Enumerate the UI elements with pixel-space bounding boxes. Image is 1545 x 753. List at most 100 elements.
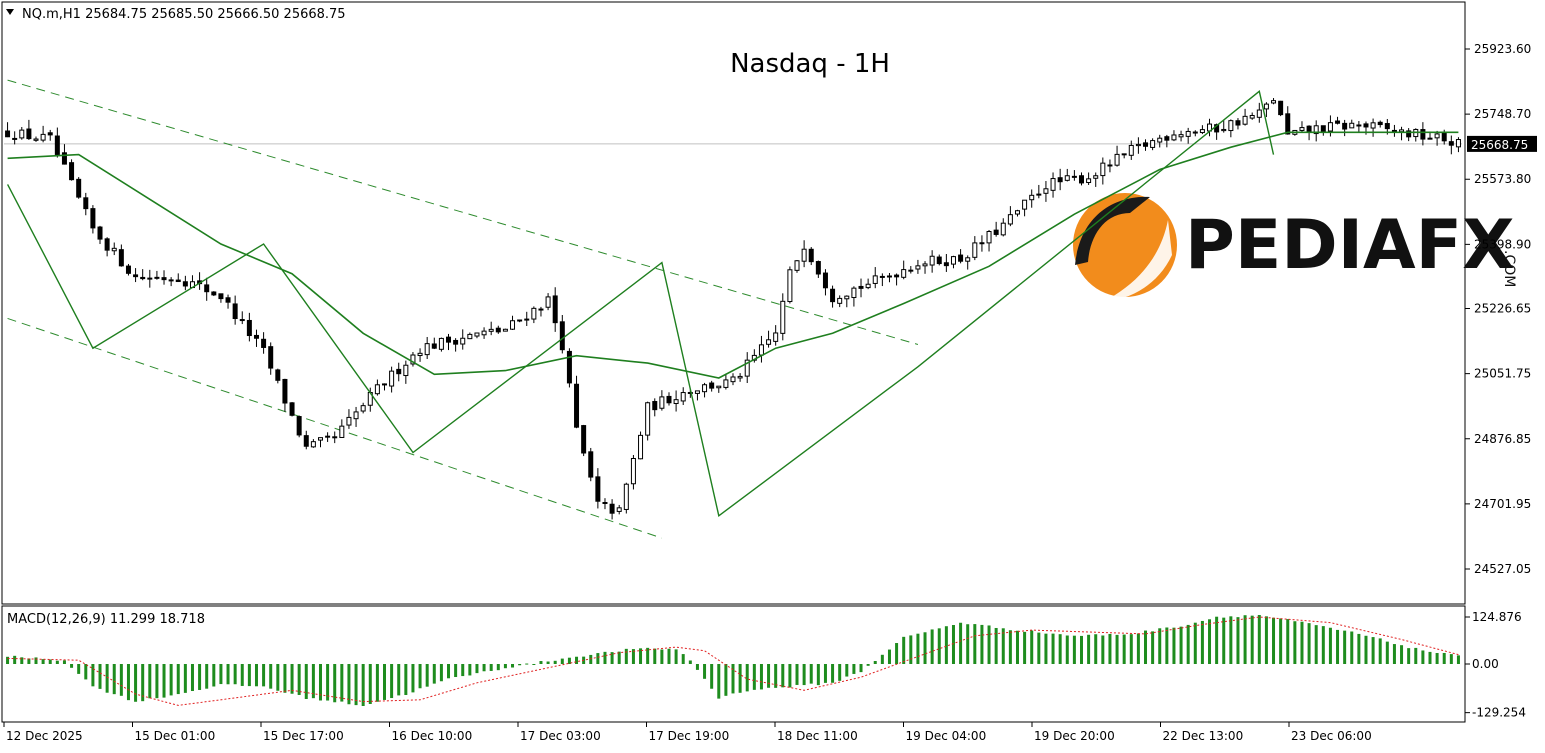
candle [33,136,39,142]
candle [552,287,558,332]
candle [211,291,217,297]
triangle-down-icon[interactable] [6,9,14,15]
candle-body [261,338,267,348]
candle-body [1199,129,1205,134]
candle-body [133,274,139,278]
candle [83,192,89,216]
candle [246,312,252,342]
candle-body [182,281,188,287]
candle [125,263,131,276]
candle [12,131,18,145]
macd-bar [1328,627,1332,664]
macd-bar [1243,615,1247,664]
macd-bar [1392,644,1396,664]
candle [1078,172,1084,186]
candle-body [83,197,89,210]
candle [1093,172,1099,187]
macd-bar [41,659,45,664]
candle-body [758,344,764,356]
candle [303,430,309,450]
candle [147,269,153,288]
macd-bar [404,664,408,695]
macd-bar [966,624,970,664]
macd-bar [1357,633,1361,664]
candle-body [246,319,252,337]
candle-body [1014,210,1020,215]
candle [1114,145,1120,167]
candle-body [872,275,878,284]
candle [346,409,352,429]
candle [936,254,942,266]
candle-body [1327,122,1333,132]
candle [652,398,658,417]
macd-bar [617,651,621,664]
candle [830,285,836,308]
candle [851,286,857,307]
macd-bar [589,654,593,664]
candle [446,333,452,351]
macd-bar [959,622,963,664]
candle-body [389,370,395,387]
candle-body [737,375,743,379]
macd-label: MACD(12,26,9) 11.299 18.718 [7,612,205,627]
candle-body [495,327,501,333]
macd-bar [518,664,522,666]
candle [332,431,338,444]
candle [374,379,380,396]
time-tick-label: 22 Dec 13:00 [1163,729,1244,743]
candle-body [339,425,345,438]
macd-bar [1087,634,1091,664]
macd-bar [1407,648,1411,664]
macd-bar [866,664,870,666]
candle [616,504,622,515]
candle-body [353,411,359,420]
candle [218,293,224,303]
time-tick-label: 15 Dec 01:00 [135,729,216,743]
candle-body [1384,123,1390,130]
macd-bar [162,664,166,698]
candle-body [794,260,800,271]
candle-body [659,396,665,409]
candle-body [1007,214,1013,225]
time-tick-label: 17 Dec 19:00 [649,729,730,743]
macd-bar [674,649,678,664]
candle [915,259,921,274]
candle [780,293,786,341]
candle [325,432,331,442]
candle [261,332,267,354]
candle-body [1100,162,1106,177]
candle-body [1036,193,1042,196]
macd-bar [247,664,251,687]
candle-body [965,257,971,262]
candle-body [709,382,715,389]
macd-bar [1044,633,1048,664]
macd-bar [710,664,714,689]
macd-bar [781,664,785,688]
candle [766,330,772,348]
macd-bar [418,664,422,689]
candle [1271,98,1277,105]
macd-bar [1186,624,1190,664]
time-tick-label: 19 Dec 20:00 [1034,729,1115,743]
price-panel-frame [1,1,1466,605]
candle [467,332,473,340]
candle [481,327,487,339]
macd-bar [141,664,145,702]
channel-lower-line [7,317,663,539]
candle [1064,168,1070,182]
candle [1171,130,1177,142]
price-tick-label: 25923.60 [1474,42,1531,56]
macd-bar [681,654,685,664]
price-tick-label: 25051.75 [1474,367,1531,381]
macd-bar [1286,619,1290,664]
macd-bar [1215,616,1219,664]
candle [566,348,572,388]
candle [282,378,288,412]
candle-body [1043,188,1049,194]
candle [950,255,956,269]
candle-body [47,132,53,136]
macd-bar [731,664,735,694]
candle [389,366,395,393]
